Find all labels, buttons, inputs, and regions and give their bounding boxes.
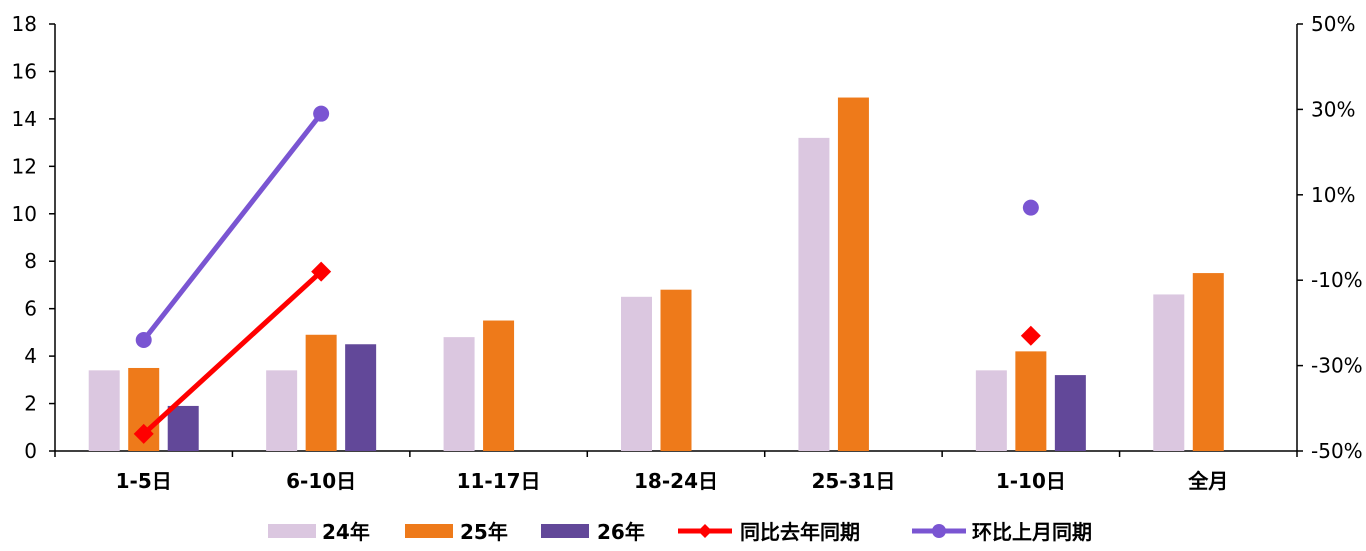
legend-swatch-25年 (405, 524, 453, 538)
point-环比上月同期 (313, 105, 330, 122)
bar-25年 (837, 97, 869, 452)
point-环比上月同期 (1022, 199, 1039, 216)
legend-label: 25年 (460, 520, 508, 544)
bar-25年 (305, 334, 337, 451)
right-tick-label: 30% (1311, 97, 1355, 121)
x-tick-label: 1-10日 (996, 469, 1066, 493)
legend-marker-同比去年同期 (698, 524, 712, 538)
bar-24年 (798, 137, 830, 451)
left-tick-label: 4 (24, 344, 37, 368)
x-tick-label: 1-5日 (116, 469, 172, 493)
bar-26年 (345, 344, 377, 451)
bar-26年 (1054, 375, 1086, 451)
bar-25年 (1015, 351, 1047, 451)
left-tick-label: 0 (24, 439, 37, 463)
left-tick-label: 14 (12, 107, 37, 131)
right-tick-label: 50% (1311, 12, 1355, 36)
left-tick-label: 2 (24, 392, 37, 416)
x-tick-label: 11-17日 (457, 469, 541, 493)
left-tick-label: 8 (24, 249, 37, 273)
point-环比上月同期 (135, 331, 152, 348)
x-tick-label: 18-24日 (634, 469, 718, 493)
left-tick-label: 16 (12, 59, 37, 83)
x-tick-label: 25-31日 (811, 469, 895, 493)
left-tick-label: 12 (12, 154, 37, 178)
bar-24年 (975, 370, 1007, 451)
legend-label: 环比上月同期 (972, 520, 1092, 544)
point-同比去年同期 (1020, 325, 1041, 346)
legend-swatch-24年 (268, 524, 316, 538)
left-tick-label: 18 (12, 12, 37, 36)
legend-label: 26年 (597, 520, 645, 544)
legend-label: 24年 (322, 520, 370, 544)
legend-label: 同比去年同期 (740, 520, 860, 544)
line-segment-环比上月同期 (141, 111, 324, 343)
bar-26年 (167, 405, 199, 451)
bar-24年 (88, 370, 120, 451)
bar-25年 (483, 320, 515, 451)
bar-24年 (266, 370, 298, 451)
bar-25年 (1192, 273, 1224, 451)
right-tick-label: -50% (1311, 439, 1363, 463)
x-tick-label: 6-10日 (286, 469, 356, 493)
x-tick-label: 全月 (1187, 469, 1228, 493)
right-tick-label: -30% (1311, 354, 1363, 378)
bar-24年 (621, 296, 652, 451)
left-tick-label: 10 (12, 202, 37, 226)
line-segment-同比去年同期 (141, 269, 324, 437)
bar-25年 (660, 289, 692, 451)
left-tick-label: 6 (24, 297, 37, 321)
point-同比去年同期 (133, 423, 154, 444)
legend-marker-环比上月同期 (932, 524, 946, 538)
legend-swatch-26年 (541, 524, 589, 538)
right-tick-label: -10% (1311, 268, 1363, 292)
point-同比去年同期 (311, 261, 332, 282)
right-tick-label: 10% (1311, 183, 1355, 207)
bar-24年 (1153, 294, 1185, 451)
bar-24年 (443, 337, 475, 451)
